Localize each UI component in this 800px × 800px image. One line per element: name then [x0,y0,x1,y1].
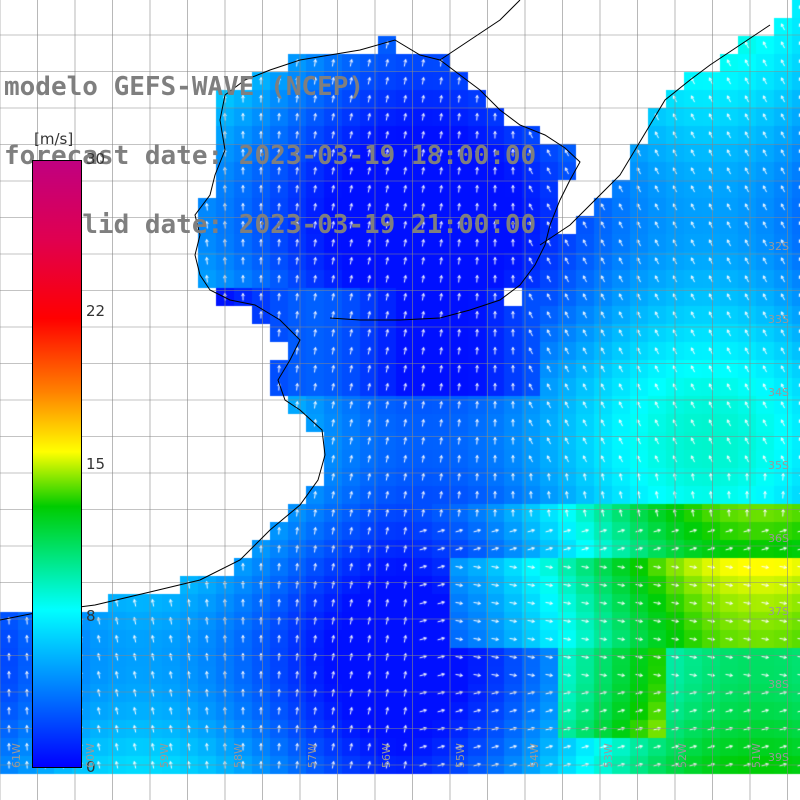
forecast-date: forecast date: 2023-03-19 18:00:00 [4,141,537,171]
longitude-label: 53W [602,743,615,768]
longitude-label: 56W [380,743,393,768]
longitude-label: 60W [84,743,97,768]
latitude-label: 36S [768,532,789,545]
longitude-label: 55W [454,743,467,768]
colorbar-tick-0: 0 [86,758,96,776]
colorbar-tick-15: 15 [86,455,106,473]
longitude-label: 57W [306,743,319,768]
longitude-label: 54W [528,743,541,768]
colorbar-unit: [m/s] [34,130,74,148]
colorbar [32,160,82,768]
longitude-label: 61W [10,743,23,768]
map-title: modelo GEFS-WAVE (NCEP) forecast date: 2… [4,30,536,260]
longitude-label: 58W [232,743,245,768]
valid-date: valid date: 2023-03-19 21:00:00 [4,210,537,240]
latitude-label: 37S [768,605,789,618]
longitude-label: 51W [750,743,763,768]
latitude-label: 33S [768,313,789,326]
latitude-label: 39S [768,751,789,764]
latitude-label: 35S [768,459,789,472]
model-name: modelo GEFS-WAVE (NCEP) [4,72,365,102]
latitude-label: 32S [768,240,789,253]
latitude-label: 34S [768,386,789,399]
longitude-label: 52W [676,743,689,768]
latitude-label: 38S [768,678,789,691]
longitude-label: 59W [158,743,171,768]
colorbar-tick-22: 22 [86,302,106,320]
colorbar-tick-30: 30 [86,150,106,168]
colorbar-tick-8: 8 [86,607,96,625]
